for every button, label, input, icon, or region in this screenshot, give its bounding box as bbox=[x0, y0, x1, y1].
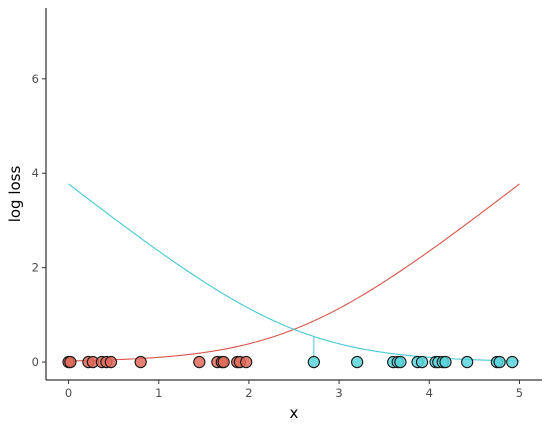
x-tick-label: 1 bbox=[155, 386, 162, 400]
x-tick-label: 5 bbox=[516, 386, 523, 400]
cyan-point bbox=[394, 355, 407, 369]
cyan-point bbox=[493, 355, 506, 369]
red-point bbox=[134, 355, 147, 369]
loss-curves bbox=[68, 183, 520, 363]
y-axis-label: log loss bbox=[6, 166, 24, 223]
cyan-point bbox=[415, 355, 429, 369]
x-tick-label: 2 bbox=[245, 386, 252, 400]
cyan-point bbox=[439, 355, 452, 369]
red-loss-curve bbox=[68, 183, 520, 362]
axes: 0 1 2 3 4 5 0 2 4 6 bbox=[32, 8, 542, 400]
cyan-point bbox=[350, 355, 364, 369]
y-tick-label: 0 bbox=[32, 355, 39, 369]
red-point bbox=[104, 355, 118, 369]
cyan-point bbox=[506, 355, 519, 369]
y-tick-label: 6 bbox=[32, 72, 39, 86]
red-point bbox=[64, 355, 77, 369]
cyan-point bbox=[460, 355, 474, 369]
y-tick-label: 2 bbox=[32, 261, 39, 275]
y-tick-label: 4 bbox=[32, 166, 39, 180]
x-tick-label: 4 bbox=[426, 386, 433, 400]
x-axis-label: x bbox=[290, 404, 299, 422]
red-point bbox=[240, 355, 253, 369]
red-point bbox=[193, 355, 206, 369]
x-tick-label: 0 bbox=[65, 386, 72, 400]
x-tick-label: 3 bbox=[335, 386, 342, 400]
cyan-loss-curve bbox=[68, 183, 520, 362]
data-points bbox=[62, 355, 519, 369]
red-point bbox=[217, 355, 230, 369]
cyan-point bbox=[307, 355, 320, 369]
